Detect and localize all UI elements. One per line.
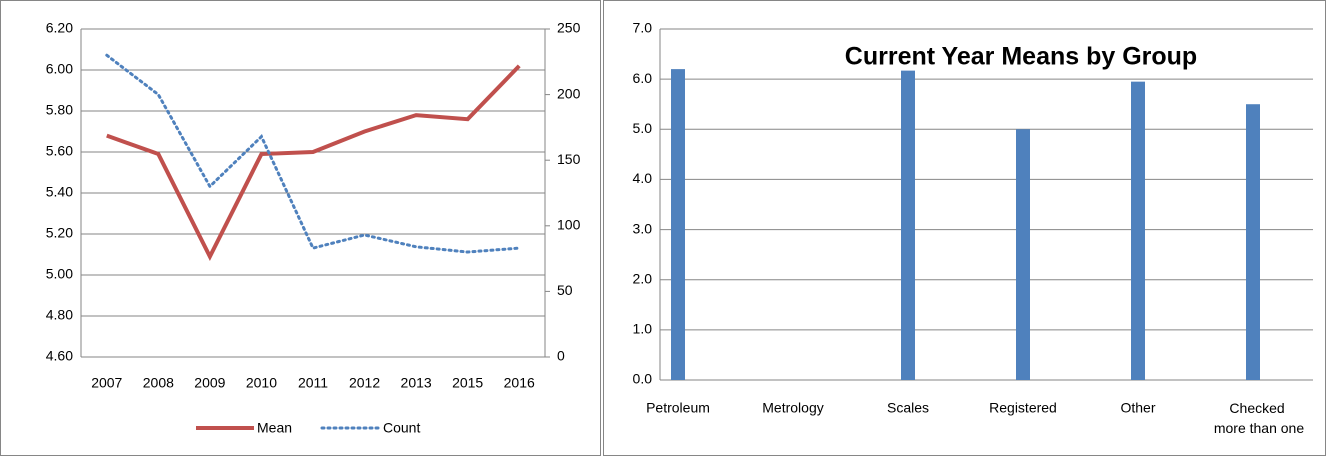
y-tick-label: 4.80 <box>46 307 73 323</box>
y-tick-label: 3.0 <box>633 220 653 236</box>
legend-label: Mean <box>257 420 292 436</box>
y-tick-label: 5.0 <box>633 120 653 136</box>
legend-label: Count <box>383 420 420 436</box>
x-tick-label: 2009 <box>194 375 225 391</box>
x-tick-label: 2011 <box>298 375 328 391</box>
x-tick-label: 2013 <box>401 375 432 391</box>
x-tick-label: 2010 <box>246 375 277 391</box>
x-tick-label: Registered <box>989 400 1057 416</box>
y2-tick-label: 0 <box>557 348 565 364</box>
x-tick-label: Scales <box>887 400 929 416</box>
y-tick-label: 4.0 <box>633 170 653 186</box>
y-tick-label: 7.0 <box>633 20 653 36</box>
x-tick-label: 2015 <box>452 375 483 391</box>
y-tick-label: 5.80 <box>46 102 73 118</box>
bar <box>1131 81 1145 381</box>
x-tick-label: 2012 <box>349 375 380 391</box>
y-tick-label: 1.0 <box>633 321 653 337</box>
y-tick-label: 6.00 <box>46 61 73 77</box>
x-tick-label: 2008 <box>143 375 174 391</box>
y-tick-label: 5.40 <box>46 184 73 200</box>
x-tick-label: Petroleum <box>646 400 710 416</box>
series-line <box>105 53 521 254</box>
y-tick-label: 5.00 <box>46 266 73 282</box>
y2-tick-label: 100 <box>557 217 581 233</box>
y2-tick-label: 150 <box>557 151 581 167</box>
y-tick-label: 6.20 <box>46 20 73 36</box>
bar <box>1016 129 1030 380</box>
bar <box>671 69 685 380</box>
x-tick-label: Metrology <box>762 400 823 416</box>
y-tick-label: 5.20 <box>46 225 73 241</box>
y-tick-label: 0.0 <box>633 371 653 387</box>
y2-tick-label: 250 <box>557 20 581 36</box>
bar <box>901 70 915 381</box>
x-tick-label: 2007 <box>91 375 122 391</box>
y-tick-label: 6.0 <box>633 70 653 86</box>
y2-tick-label: 50 <box>557 282 573 298</box>
y-tick-label: 4.60 <box>46 348 73 364</box>
x-tick-label: Checked more than one <box>1214 400 1304 436</box>
chart-title: Current Year Means by Group <box>845 43 1197 71</box>
x-tick-label: 2016 <box>504 375 535 391</box>
y-tick-label: 2.0 <box>633 270 653 286</box>
series-line <box>106 64 521 262</box>
y-tick-label: 5.60 <box>46 143 73 159</box>
bar <box>1246 104 1260 380</box>
y2-tick-label: 200 <box>557 85 581 101</box>
x-tick-label: Other <box>1120 400 1155 416</box>
